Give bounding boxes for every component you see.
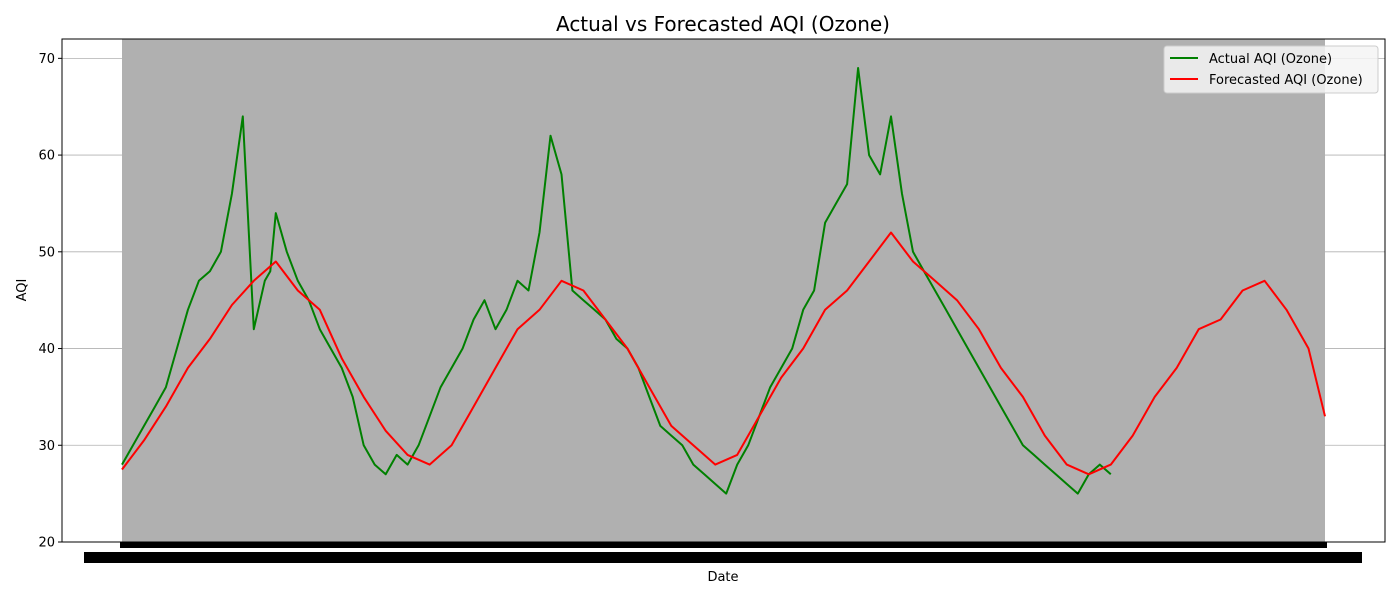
legend: Actual AQI (Ozone) Forecasted AQI (Ozone…: [1163, 45, 1379, 94]
x-tick-label-band: [84, 552, 1362, 563]
y-tick-label: 70: [38, 52, 55, 67]
chart-title: Actual vs Forecasted AQI (Ozone): [556, 12, 890, 36]
y-tick-label: 20: [38, 536, 55, 551]
shaded-region: [122, 39, 1325, 542]
legend-box: [1163, 45, 1379, 94]
y-tick-labels: 20 30 40 50 60 70: [38, 52, 62, 551]
y-axis-label: AQI: [15, 279, 30, 302]
x-tick-marks: [84, 542, 1362, 563]
series-line-actual: [121, 67, 1112, 495]
x-tick-mark-band: [120, 542, 1327, 548]
y-tick-label: 30: [38, 439, 55, 454]
y-tick-label: 40: [38, 342, 55, 357]
series-lines: [121, 67, 1326, 495]
legend-label-forecast: Forecasted AQI (Ozone): [1209, 73, 1363, 88]
shaded-span: [122, 39, 1325, 542]
y-tick-label: 60: [38, 149, 55, 164]
x-axis-label: Date: [707, 570, 738, 585]
legend-label-actual: Actual AQI (Ozone): [1209, 52, 1332, 67]
series-line-forecast: [121, 231, 1326, 476]
y-tick-label: 50: [38, 245, 55, 260]
